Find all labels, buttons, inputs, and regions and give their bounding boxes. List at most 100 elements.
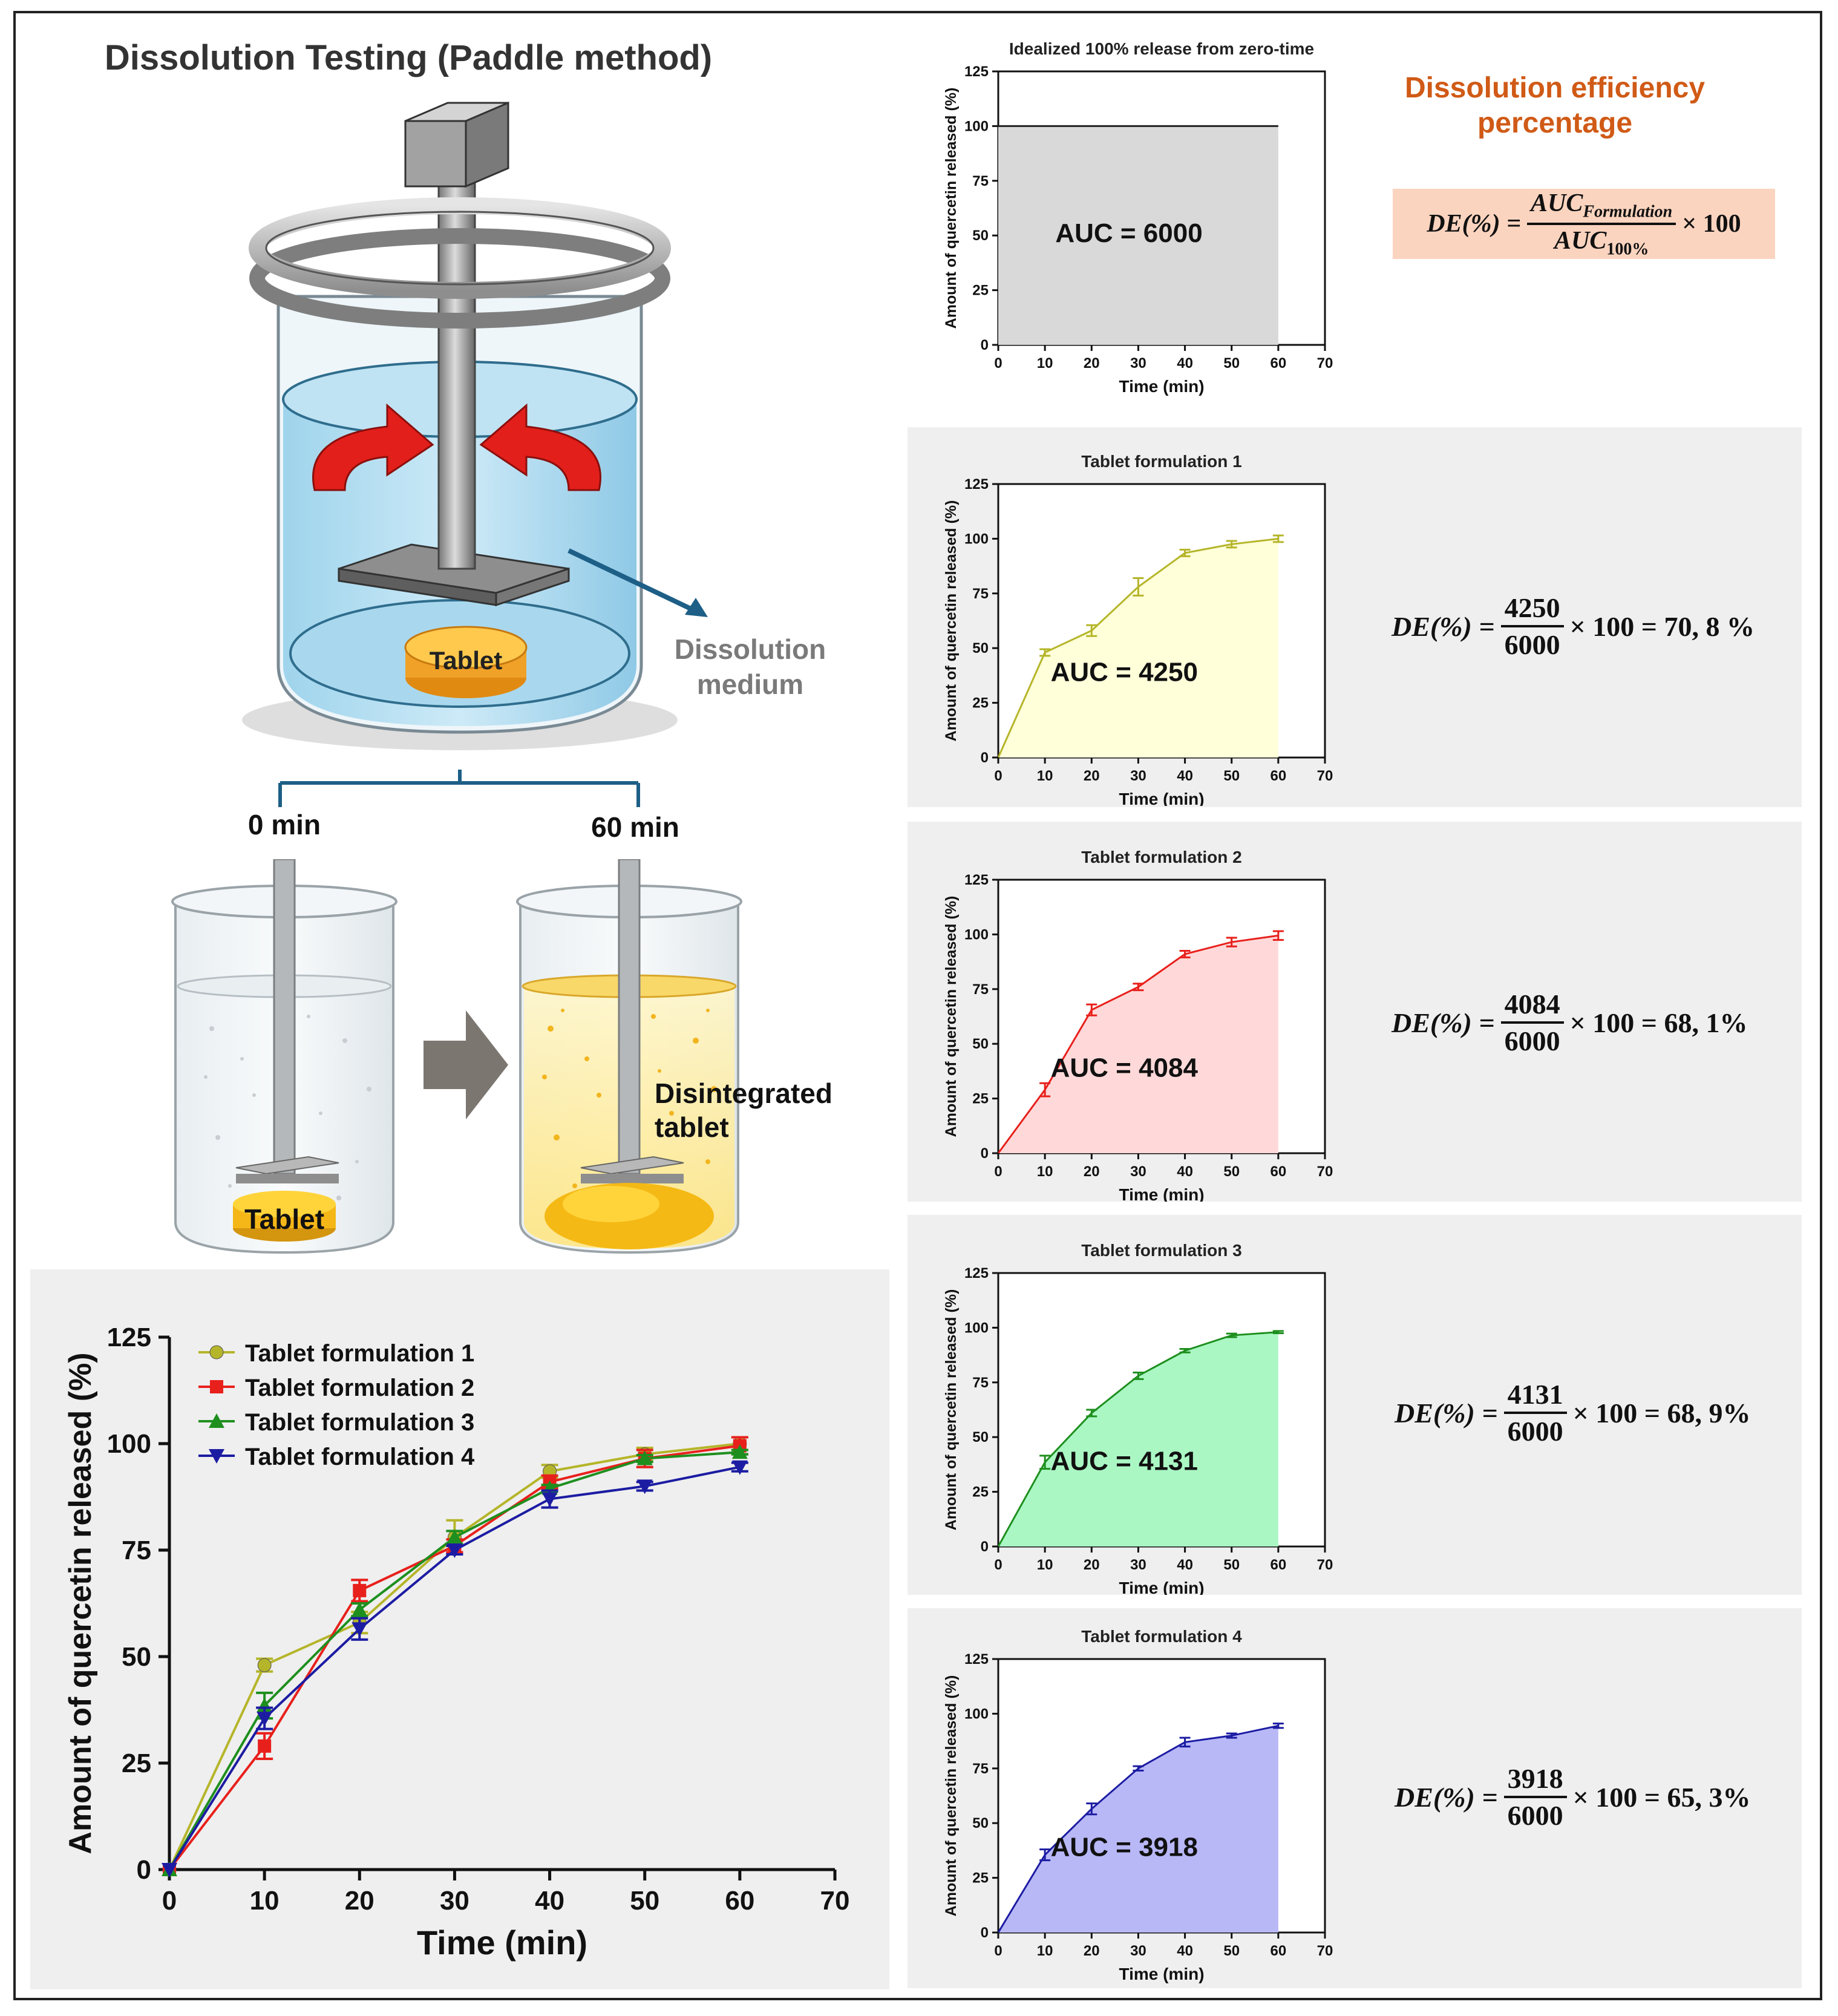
- x-tick-label: 0: [994, 1163, 1002, 1180]
- y-tick-label: 25: [972, 695, 989, 712]
- x-tick-label: 20: [345, 1886, 374, 1916]
- tablet-label: Tablet: [429, 646, 503, 675]
- x-tick-label: 50: [1223, 1557, 1240, 1573]
- y-tick-label: 125: [964, 1651, 989, 1667]
- y-tick-label: 25: [122, 1749, 151, 1778]
- y-tick-label: 75: [972, 173, 989, 189]
- auc-annotation: AUC = 4250: [1051, 657, 1198, 687]
- x-tick-label: 70: [1317, 1163, 1333, 1180]
- x-tick-label: 40: [1177, 768, 1193, 784]
- error-bar: [1086, 624, 1097, 637]
- error-bar: [1226, 540, 1237, 549]
- y-tick-label: 100: [107, 1429, 151, 1459]
- x-axis-label: Time (min): [1119, 377, 1204, 396]
- marker-circle: [257, 1658, 272, 1672]
- y-tick-label: 125: [964, 476, 989, 493]
- x-tick-label: 60: [1271, 355, 1287, 371]
- x-axis-label: Time (min): [417, 1923, 587, 1962]
- x-tick-label: 70: [820, 1886, 850, 1916]
- x-tick-label: 10: [1037, 768, 1053, 784]
- y-tick-label: 50: [972, 1429, 989, 1445]
- de-equation-f4: DE(%) = 3918 6000 × 100 = 65, 3%: [1395, 1763, 1751, 1831]
- marker-circle: [209, 1345, 224, 1360]
- error-bar: [1179, 1347, 1191, 1353]
- error-bar: [1272, 1723, 1284, 1729]
- x-tick-label: 0: [994, 1943, 1002, 1959]
- chart-title: Tablet formulation 4: [1081, 1627, 1242, 1646]
- y-tick-label: 100: [964, 926, 989, 943]
- y-tick-label: 75: [972, 1761, 989, 1777]
- auc-area: [998, 538, 1278, 758]
- x-tick-label: 30: [1130, 1557, 1146, 1573]
- x-tick-label: 30: [1130, 768, 1146, 784]
- rim-ring-lower: [249, 228, 670, 329]
- error-bar: [1179, 548, 1191, 557]
- scheme-title: Dissolution Testing (Paddle method): [104, 38, 713, 77]
- x-tick-label: 40: [1177, 1557, 1193, 1573]
- y-tick-label: 100: [964, 1706, 989, 1722]
- de-equation-f2: DE(%) = 4084 6000 × 100 = 68, 1%: [1392, 989, 1748, 1056]
- de-lhs: DE(%) =: [1427, 210, 1522, 238]
- x-tick-label: 50: [630, 1886, 659, 1916]
- series-3: [162, 1444, 748, 1876]
- y-axis-label: Amount of quercetin released (%): [943, 500, 960, 742]
- x-tick-label: 20: [1084, 768, 1100, 784]
- time-start-label: 0 min: [247, 809, 321, 840]
- y-tick-label: 50: [122, 1642, 151, 1672]
- y-tick-label: 0: [981, 1539, 989, 1555]
- de-equation-f3: DE(%) = 4131 6000 × 100 = 68, 9%: [1395, 1379, 1751, 1447]
- beaker-end: [516, 859, 742, 1254]
- figure-frame: [13, 11, 1822, 2000]
- chart-title: Tablet formulation 2: [1081, 848, 1242, 866]
- x-tick-label: 30: [1130, 1943, 1146, 1959]
- medium-label-2: medium: [696, 669, 804, 700]
- disintegrated-label-2: tablet: [655, 1111, 729, 1143]
- paddle-apparatus: [242, 101, 708, 750]
- series-line: [168, 1442, 741, 1870]
- tablet-label-2: Tablet: [244, 1203, 325, 1235]
- marker-triangle-up: [446, 1529, 463, 1544]
- y-tick-label: 75: [972, 586, 989, 602]
- marker-triangle-up: [636, 1450, 653, 1465]
- auc-area: [998, 935, 1278, 1153]
- tablet-top: [404, 626, 528, 669]
- y-tick-label: 100: [964, 1320, 989, 1336]
- x-tick-label: 30: [440, 1886, 469, 1916]
- de-formula-box: DE(%) = AUCFormulation AUC100% × 100: [1393, 189, 1775, 259]
- marker-triangle-down: [257, 1712, 273, 1727]
- chart-title: Tablet formulation 3: [1081, 1241, 1242, 1260]
- legend-label: Tablet formulation 4: [245, 1444, 475, 1470]
- x-tick-label: 70: [1317, 768, 1333, 784]
- error-bar: [1226, 1332, 1237, 1338]
- x-tick-label: 40: [1177, 1943, 1193, 1959]
- marker-triangle-up: [352, 1602, 368, 1617]
- x-tick-label: 10: [1037, 1557, 1053, 1573]
- y-tick-label: 0: [981, 750, 989, 766]
- y-tick-label: 0: [981, 1925, 989, 1941]
- chart-f3: Tablet formulation 3 0 10 20 30 40 50 60 70 0 25 50…: [943, 1241, 1333, 1595]
- y-tick-label: 0: [981, 337, 989, 353]
- y-tick-label: 75: [972, 981, 989, 998]
- auc-annotation: AUC = 6000: [1055, 218, 1202, 248]
- x-tick-label: 20: [1084, 1163, 1100, 1180]
- x-tick-label: 0: [162, 1886, 177, 1916]
- error-bar: [1086, 1802, 1097, 1816]
- x-tick-label: 60: [1271, 1557, 1287, 1573]
- y-tick-label: 125: [107, 1323, 151, 1352]
- marker-triangle-down: [446, 1543, 463, 1558]
- time-bracket: [278, 770, 640, 807]
- y-tick-label: 0: [137, 1855, 151, 1885]
- x-tick-label: 0: [994, 355, 1002, 371]
- y-tick-label: 75: [122, 1536, 151, 1565]
- auc-annotation: AUC = 4131: [1051, 1446, 1198, 1476]
- chart-f2: Tablet formulation 2 0 10 20 30 40 50 60 70 0 25 50…: [943, 848, 1333, 1202]
- y-tick-label: 100: [964, 531, 989, 547]
- auc-annotation: AUC = 4084: [1051, 1053, 1199, 1082]
- legend-label: Tablet formulation 1: [245, 1340, 474, 1367]
- error-bar: [1226, 937, 1237, 947]
- y-tick-label: 125: [964, 1265, 989, 1281]
- error-bar: [1179, 1736, 1191, 1748]
- y-tick-label: 25: [972, 1091, 989, 1107]
- series-1: [162, 1436, 748, 1877]
- auc-annotation: AUC = 3918: [1051, 1832, 1198, 1862]
